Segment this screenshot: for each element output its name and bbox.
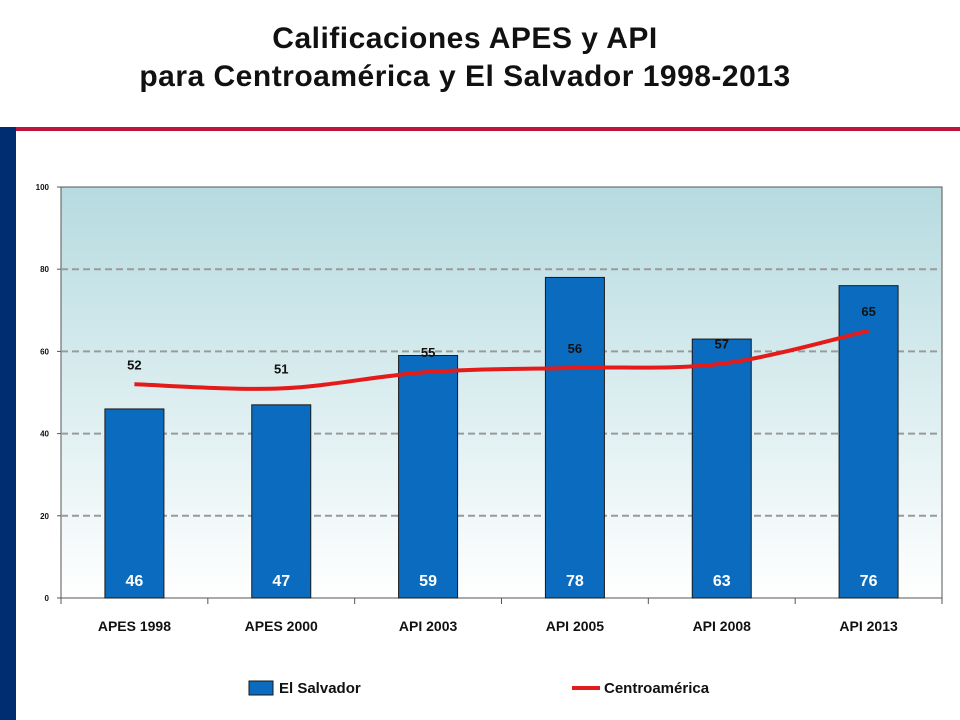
bar-value-label: 78 — [566, 573, 584, 590]
title-line-1: Calificaciones APES y API — [272, 22, 658, 55]
line-value-label: 51 — [274, 361, 288, 376]
y-tick-label: 20 — [40, 512, 49, 521]
y-tick-label: 0 — [45, 594, 50, 603]
gridlines — [61, 268, 942, 517]
x-category-label: APES 2000 — [245, 618, 318, 634]
legend-bar-swatch — [248, 680, 274, 696]
legend: El Salvador Centroamérica — [248, 680, 710, 697]
line-value-label: 65 — [861, 304, 875, 319]
x-axis: APES 1998 APES 2000 API 2003 API 2005 API 20… — [60, 598, 943, 634]
line-value-label: 56 — [568, 341, 582, 356]
bar-value-label: 46 — [126, 573, 144, 590]
y-tick-label: 100 — [36, 183, 50, 192]
x-category-label: API 2008 — [693, 618, 752, 634]
legend-label-el-salvador: El Salvador — [279, 680, 361, 697]
y-tick-label: 80 — [40, 265, 49, 274]
plot-area — [60, 186, 943, 599]
bar-el-salvador — [251, 404, 312, 599]
line-value-label: 52 — [127, 357, 141, 372]
header-red-band — [0, 127, 960, 131]
chart-title: Calificaciones APES y API para Centroamé… — [0, 20, 930, 96]
line-group: 52 51 55 56 57 65 — [127, 304, 876, 391]
legend-label-centroamerica: Centroamérica — [604, 680, 710, 697]
bar-value-label: 63 — [713, 573, 731, 590]
bar-value-label: 59 — [419, 573, 437, 590]
bar-el-salvador — [691, 338, 752, 599]
x-category-label: API 2003 — [399, 618, 458, 634]
bar-el-salvador — [544, 276, 605, 599]
line-value-label: 55 — [421, 345, 435, 360]
side-blue-bar — [0, 127, 16, 720]
title-line-2: para Centroamérica y El Salvador 1998-20… — [139, 60, 791, 93]
y-axis: 0 20 40 60 80 100 — [36, 183, 61, 603]
line-value-label: 57 — [715, 337, 729, 352]
x-category-label: API 2013 — [839, 618, 898, 634]
line-centroamerica — [134, 328, 870, 391]
bar-value-label: 76 — [860, 573, 878, 590]
x-category-label: APES 1998 — [98, 618, 171, 634]
bar-value-label: 47 — [272, 573, 290, 590]
x-category-label: API 2005 — [546, 618, 605, 634]
y-tick-label: 40 — [40, 430, 49, 439]
bar-el-salvador — [398, 355, 459, 599]
y-tick-label: 60 — [40, 347, 49, 356]
bar-el-salvador — [104, 408, 165, 599]
